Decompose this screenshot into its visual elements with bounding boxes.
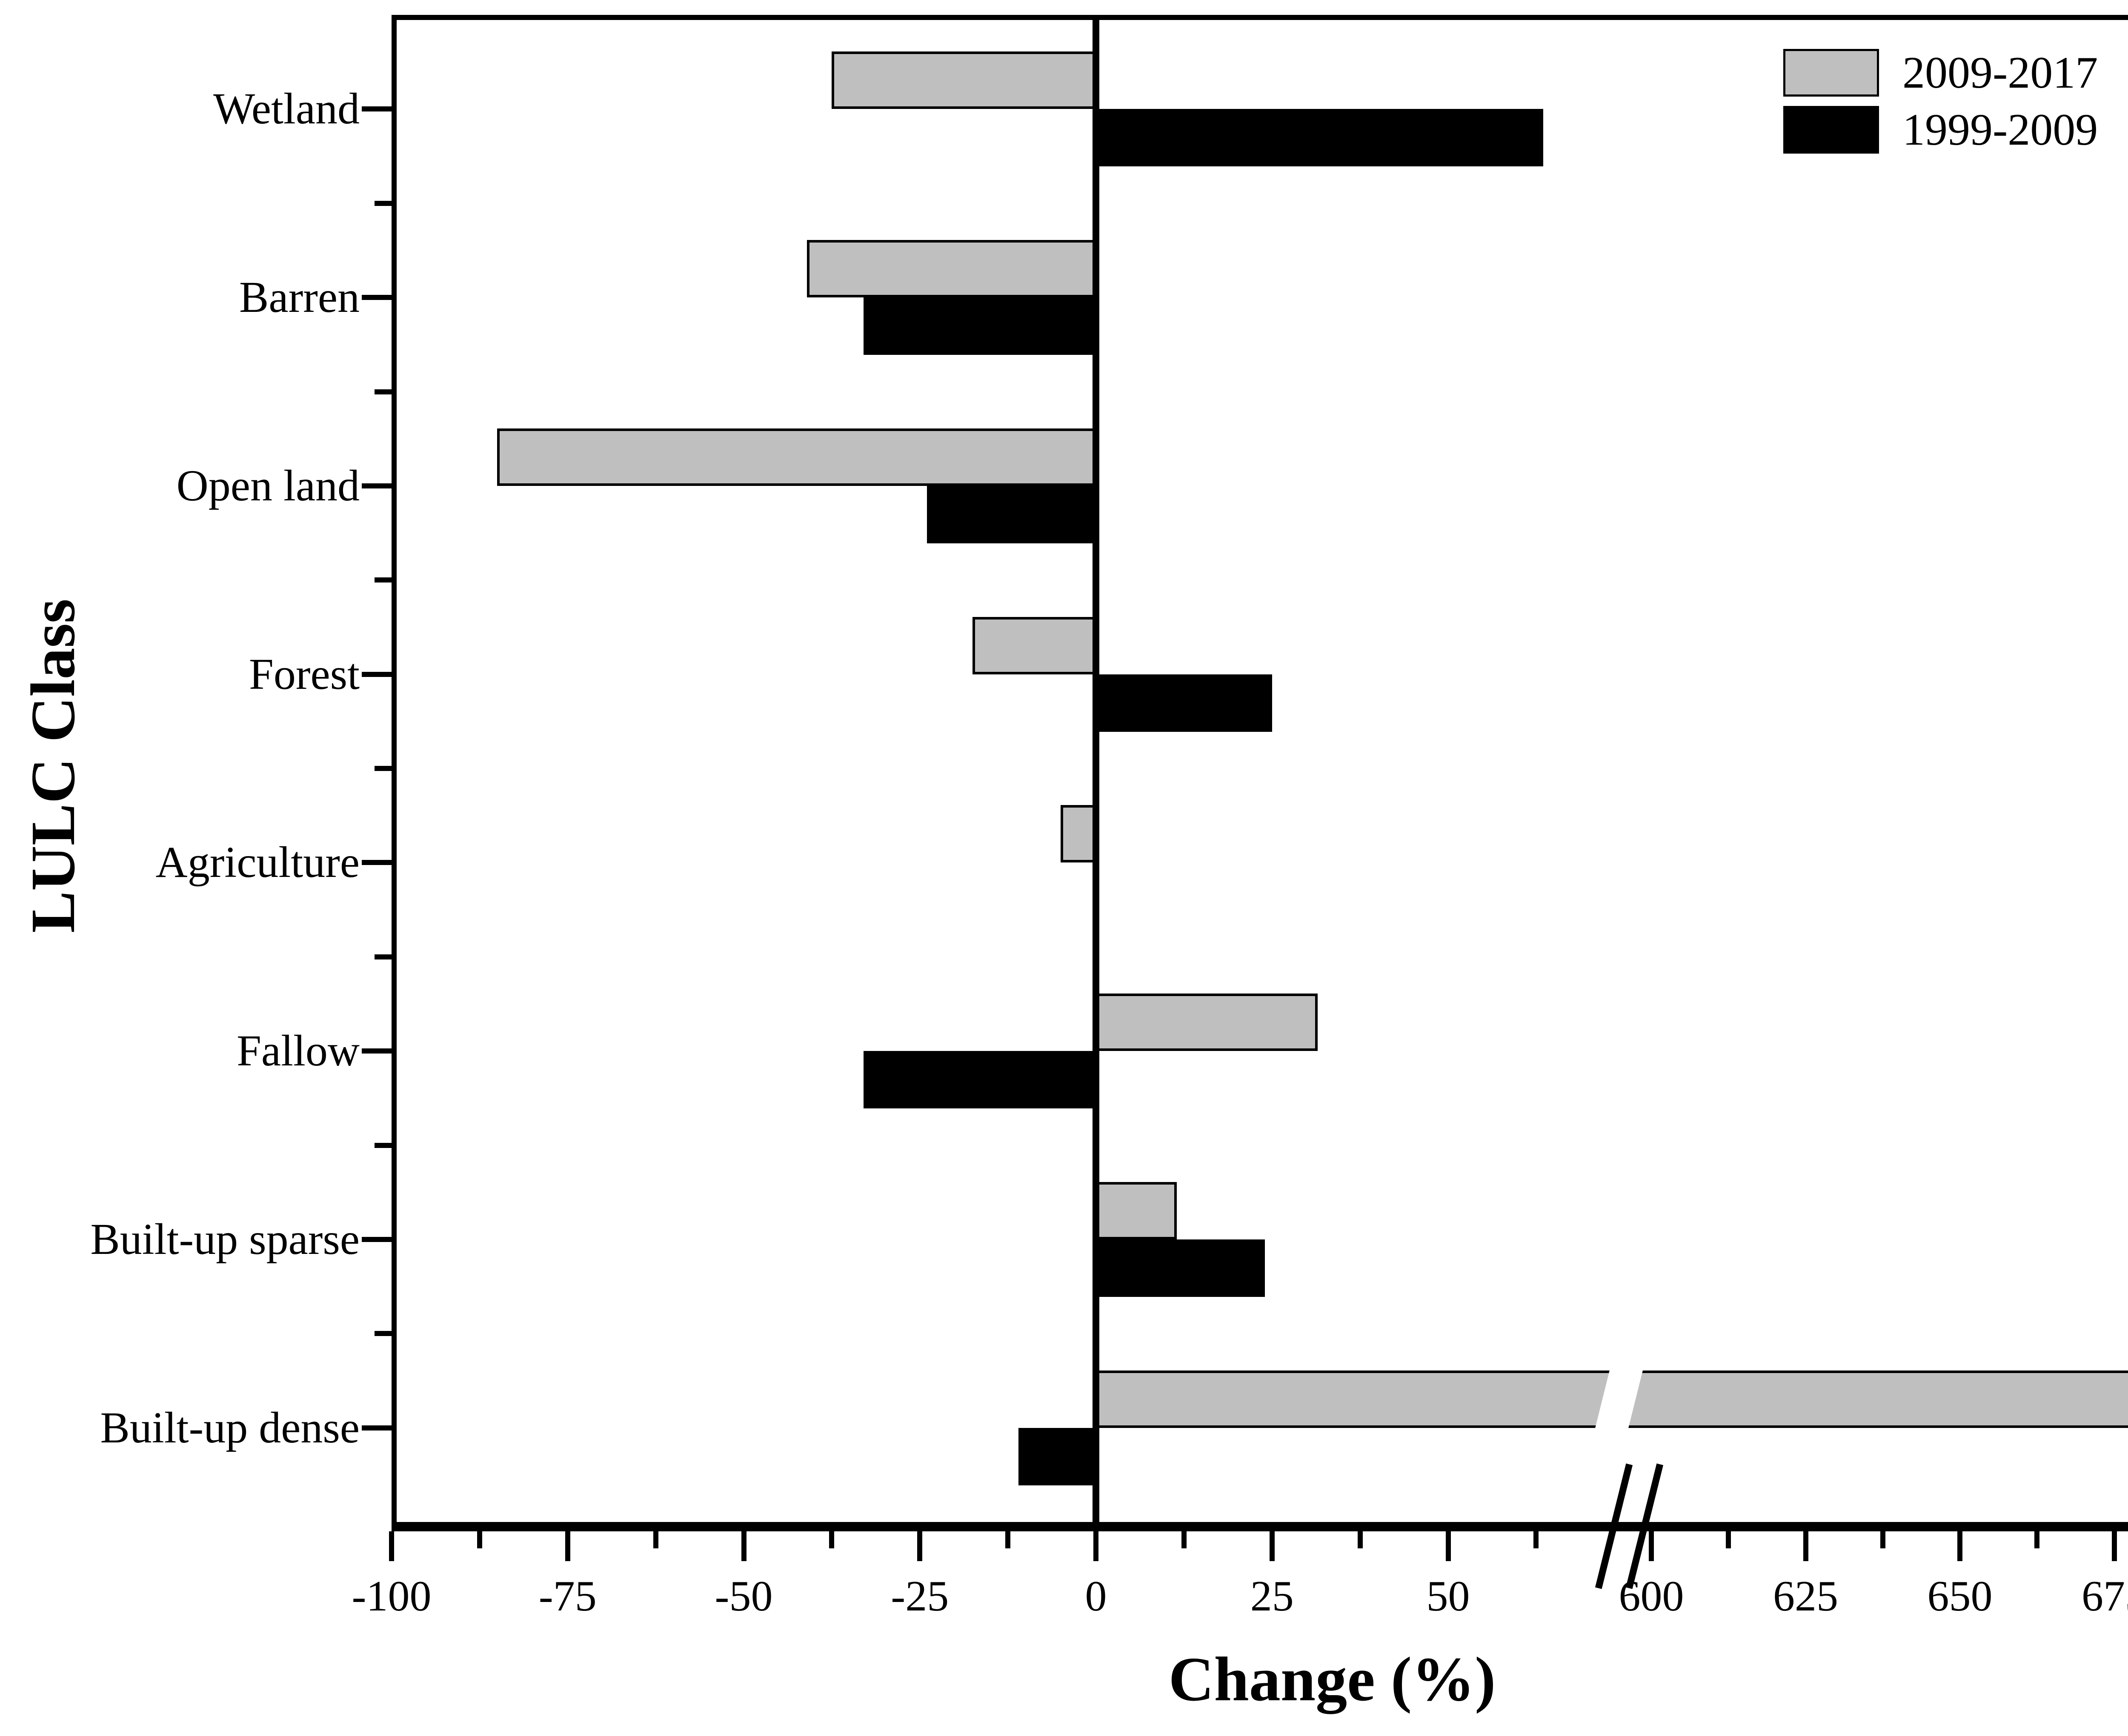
y-major-tick (362, 1425, 392, 1430)
legend-swatch-gray (1783, 49, 1879, 97)
y-minor-tick (375, 577, 392, 583)
x-tick-label: -100 (352, 1572, 432, 1620)
y-minor-tick (375, 954, 392, 959)
y-category-label-open-land: Open land (176, 461, 360, 510)
x-tick-label: -25 (891, 1572, 949, 1620)
plot-area: -100-75-50-2502550600625650675700Wetland… (90, 15, 2128, 1620)
x-tick-label: -50 (715, 1572, 773, 1620)
x-minor-tick (653, 1531, 658, 1548)
y-minor-tick (375, 200, 392, 206)
x-minor-tick (477, 1531, 482, 1548)
bar-barren-2009-2017 (807, 240, 1096, 298)
x-minor-tick (1880, 1531, 1885, 1548)
x-axis-title: Change (%) (1168, 1645, 1496, 1714)
x-major-tick (1269, 1531, 1275, 1561)
y-major-tick (362, 106, 392, 112)
legend-label: 1999-2009 (1902, 105, 2098, 154)
bar-forest-2009-2017 (972, 617, 1096, 674)
bar-wetland-1999-2009 (1096, 109, 1543, 167)
x-minor-tick (1181, 1531, 1187, 1548)
legend: 2009-2017 1999-2009 (1783, 49, 2098, 163)
x-major-tick (1957, 1531, 1962, 1561)
x-major-tick (1803, 1531, 1808, 1561)
bar-open-land-1999-2009 (927, 485, 1096, 543)
y-major-tick (362, 483, 392, 488)
x-axis-line (392, 1522, 2128, 1531)
legend-item: 1999-2009 (1783, 106, 2098, 154)
y-major-tick (362, 1048, 392, 1054)
y-category-label-fallow: Fallow (237, 1026, 360, 1076)
x-tick-label: 25 (1250, 1572, 1294, 1620)
x-major-tick (1649, 1531, 1654, 1561)
x-major-tick (565, 1531, 570, 1561)
x-tick-label: 0 (1085, 1572, 1107, 1620)
x-major-tick (2111, 1531, 2117, 1561)
y-category-label-agriculture: Agriculture (155, 838, 360, 887)
y-minor-tick (375, 389, 392, 394)
y-major-tick (362, 1236, 392, 1242)
y-category-label-wetland: Wetland (213, 84, 360, 134)
y-category-label-built-up-sparse: Built-up sparse (90, 1214, 360, 1264)
x-major-tick (389, 1531, 394, 1561)
x-minor-tick (2034, 1531, 2040, 1548)
x-minor-tick (1005, 1531, 1011, 1548)
legend-item: 2009-2017 (1783, 49, 2098, 97)
x-major-tick (917, 1531, 923, 1561)
bar-built-up-sparse-2009-2017 (1096, 1182, 1177, 1239)
bar-agriculture-2009-2017 (1061, 805, 1096, 863)
x-minor-tick (1533, 1531, 1539, 1548)
bar-built-up-sparse-1999-2009 (1096, 1239, 1265, 1297)
y-category-label-built-up-dense: Built-up dense (100, 1403, 360, 1452)
x-major-tick (1093, 1531, 1098, 1561)
y-major-tick (362, 671, 392, 677)
y-category-label-barren: Barren (239, 273, 360, 322)
bar-built-up-dense-1999-2009 (1018, 1428, 1096, 1485)
x-major-tick (1445, 1531, 1451, 1561)
bar-barren-1999-2009 (863, 297, 1096, 355)
x-minor-tick (1357, 1531, 1363, 1548)
y-minor-tick (375, 1142, 392, 1148)
y-major-tick (362, 295, 392, 300)
legend-label: 2009-2017 (1902, 48, 2098, 97)
x-tick-label: 650 (1927, 1572, 1993, 1620)
y-category-label-forest: Forest (249, 649, 360, 699)
plot-frame-top (392, 15, 2128, 20)
x-tick-label: -75 (538, 1572, 597, 1620)
bar-fallow-1999-2009 (863, 1051, 1096, 1109)
x-tick-label: 675 (2082, 1572, 2128, 1620)
x-tick-label: 50 (1426, 1572, 1470, 1620)
x-minor-tick (1726, 1531, 1731, 1548)
y-axis-title: LULC Class (18, 599, 88, 933)
x-tick-label: 600 (1619, 1572, 1684, 1620)
bar-open-land-2009-2017 (497, 428, 1096, 486)
zero-baseline (1093, 15, 1099, 1522)
plot-frame-left (392, 15, 397, 1531)
x-tick-label: 625 (1773, 1572, 1838, 1620)
y-major-tick (362, 860, 392, 865)
bar-wetland-2009-2017 (832, 51, 1096, 109)
y-minor-tick (375, 1331, 392, 1336)
x-major-tick (741, 1531, 747, 1561)
y-minor-tick (375, 766, 392, 771)
bar-forest-1999-2009 (1096, 674, 1272, 732)
bar-fallow-2009-2017 (1096, 994, 1318, 1051)
legend-swatch-black (1783, 106, 1879, 154)
x-minor-tick (829, 1531, 835, 1548)
